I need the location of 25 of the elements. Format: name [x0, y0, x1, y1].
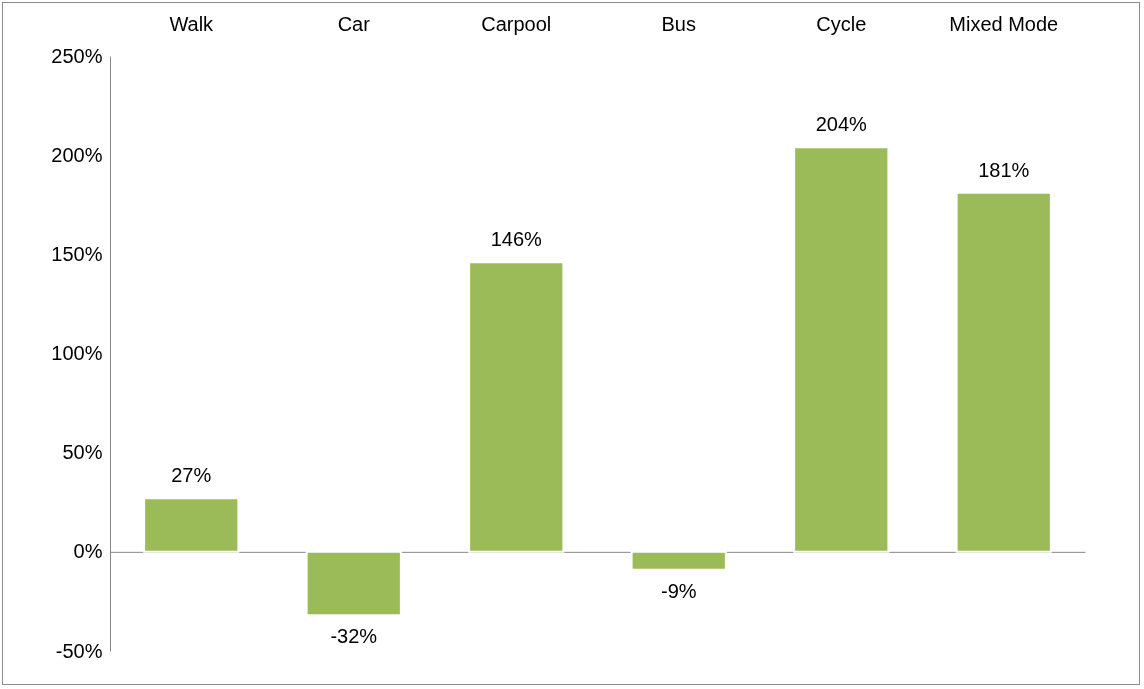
- data-label: 146%: [490, 228, 543, 251]
- y-tick-label: -50%: [55, 639, 103, 662]
- y-tick-label: 100%: [51, 342, 103, 364]
- x-tick-label: Bus: [661, 12, 696, 35]
- y-tick-label: 250%: [51, 44, 103, 67]
- bar: [468, 261, 565, 553]
- bar: [793, 146, 890, 553]
- x-tick-label: Mixed Mode: [949, 12, 1059, 35]
- data-label: 27%: [171, 464, 212, 487]
- y-tick-label: 0%: [73, 540, 103, 563]
- x-tick-label: Cycle: [816, 12, 867, 35]
- x-tick-label: Carpool: [481, 12, 552, 35]
- bar: [630, 550, 727, 571]
- bar: [955, 191, 1052, 553]
- bar: [305, 550, 402, 617]
- y-tick-label: 200%: [51, 143, 103, 166]
- data-label: 181%: [978, 158, 1030, 181]
- y-tick-label: 50%: [62, 441, 103, 464]
- y-tick-label: 150%: [51, 242, 103, 265]
- x-tick-label: Car: [337, 12, 371, 35]
- data-label: -32%: [330, 625, 378, 648]
- data-label: 204%: [815, 113, 868, 136]
- bar: [143, 497, 240, 553]
- x-tick-label: Walk: [169, 12, 215, 35]
- data-label: -9%: [660, 579, 697, 602]
